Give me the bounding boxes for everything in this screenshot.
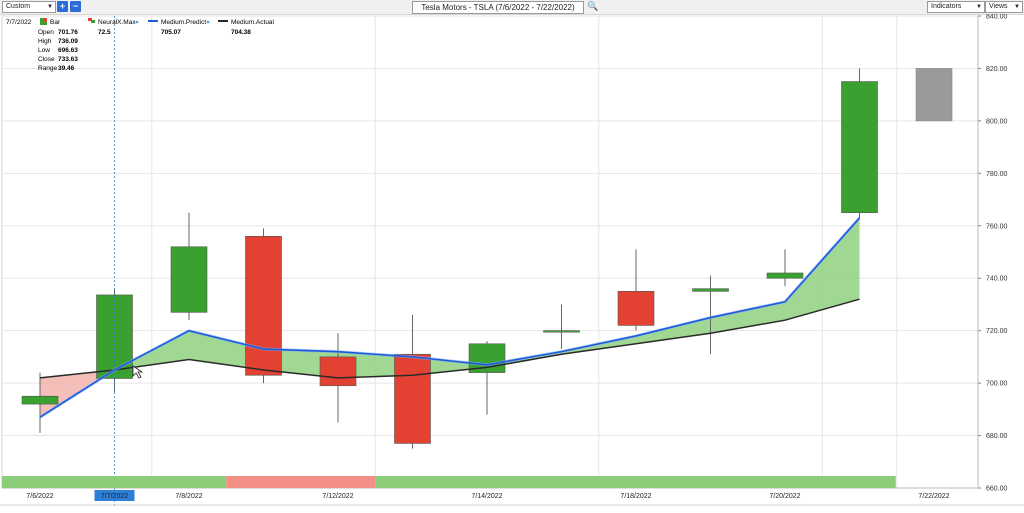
y-tick-label: 660.00 [986, 486, 1008, 493]
band-segment [785, 217, 860, 321]
info-panel: 7/7/2022 Bar Open 701.76 High 736.09 Low… [6, 18, 78, 72]
medium-actual-line [39, 298, 860, 379]
low-label: Low [38, 47, 50, 54]
band-segment [338, 351, 413, 378]
x-tick-label: 7/18/2022 [620, 493, 651, 500]
cursor-pointer-icon [132, 365, 144, 379]
range-select[interactable]: Custom ▼ [2, 1, 56, 13]
candle-body [245, 235, 282, 376]
neuralx-signal-bar [2, 476, 896, 488]
chevron-down-icon: ▼ [976, 4, 982, 10]
legend-actual-name: Medium.Actual [231, 19, 275, 26]
x-tick-label: 7/20/2022 [769, 493, 800, 500]
high-value: 736.09 [58, 38, 78, 45]
chart-toolbar: Custom ▼ + − Tesla Motors - TSLA (7/6/20… [0, 0, 1024, 15]
y-tick-label: 820.00 [986, 66, 1008, 73]
legend-medium-predict: Medium.Predict 705.07 [148, 19, 210, 36]
candle-body [692, 288, 729, 292]
signal-segment [226, 476, 376, 488]
x-tick-label: 7/22/2022 [918, 493, 949, 500]
signal-segment [2, 476, 227, 488]
legend: NeuralX.Max 72.5 Medium.Predict 705.07 M… [88, 18, 275, 36]
candle-body [841, 81, 878, 213]
candlestick-chart[interactable]: 660.00 680.00 700.00 720.00 740.00 760.00 780.… [0, 14, 1024, 511]
band-segment [636, 317, 711, 344]
y-tick-label: 720.00 [986, 328, 1008, 335]
bar-swatch-red [43, 18, 47, 22]
high-label: High [38, 38, 52, 45]
range-label: Range [38, 65, 58, 72]
x-tick-label: 7/6/2022 [26, 493, 53, 500]
candle-body [617, 291, 655, 326]
legend-neuralx-value: 72.5 [98, 29, 111, 36]
candle-body [543, 330, 580, 333]
x-tick-label: 7/12/2022 [322, 493, 353, 500]
chart-title[interactable]: Tesla Motors - TSLA (7/6/2022 - 7/22/202… [412, 1, 584, 14]
candle-body [319, 356, 357, 387]
x-axis: 7/6/2022 7/7/2022 7/8/2022 7/12/2022 7/14/20… [0, 487, 1024, 506]
plot-frame [1, 15, 979, 489]
chevron-down-icon: ▼ [47, 4, 53, 10]
legend-predict-name: Medium.Predict [161, 19, 206, 26]
band-segment [189, 330, 264, 370]
views-label: Views [989, 3, 1008, 10]
candle-body [21, 395, 59, 405]
x-tick-label: 7/8/2022 [175, 493, 202, 500]
y-tick-label: 760.00 [986, 223, 1008, 230]
info-date: 7/7/2022 [6, 19, 32, 26]
close-label: Close [38, 56, 55, 63]
legend-dot [135, 20, 139, 24]
candle-body [170, 246, 208, 313]
open-label: Open [38, 29, 54, 36]
y-tick-label: 740.00 [986, 276, 1008, 283]
legend-swatch-down [88, 18, 92, 21]
indicators-select[interactable]: Indicators ▼ [927, 1, 985, 13]
y-tick-label: 840.00 [986, 14, 1008, 21]
series-lines [39, 16, 861, 508]
medium-predict-line [39, 217, 861, 418]
signal-segment [375, 476, 896, 488]
add-button[interactable]: + [57, 1, 68, 12]
chart-area[interactable]: 660.00 680.00 700.00 720.00 740.00 760.00 780.… [0, 14, 1024, 511]
x-label-highlight [94, 490, 135, 501]
legend-swatch-up [91, 20, 95, 23]
x-tick-label: 7/7/2022 [101, 493, 128, 500]
legend-actual-value: 704.38 [231, 29, 251, 36]
low-value: 696.63 [58, 47, 78, 54]
bar-label: Bar [50, 19, 61, 26]
legend-neuralx: NeuralX.Max 72.5 [88, 18, 139, 36]
remove-button[interactable]: − [70, 1, 81, 12]
views-select[interactable]: Views ▼ [985, 1, 1023, 13]
band-segment [263, 349, 338, 378]
candle-body [394, 353, 431, 444]
y-axis: 660.00 680.00 700.00 720.00 740.00 760.00 780.… [977, 14, 1008, 493]
y-tick-label: 800.00 [986, 118, 1008, 125]
legend-medium-actual: Medium.Actual 704.38 [218, 19, 275, 36]
y-tick-label: 680.00 [986, 433, 1008, 440]
range-value: 39.46 [58, 65, 75, 72]
legend-predict-value: 705.07 [161, 29, 181, 36]
candle-body [915, 68, 953, 122]
candles [21, 68, 953, 449]
legend-dot [206, 20, 210, 24]
chevron-down-icon: ▼ [1014, 4, 1020, 10]
y-tick-label: 780.00 [986, 171, 1008, 178]
legend-neuralx-name: NeuralX.Max [98, 19, 136, 26]
x-tick-label: 7/14/2022 [471, 493, 502, 500]
range-select-label: Custom [6, 3, 31, 10]
y-tick-label: 700.00 [986, 381, 1008, 388]
search-icon[interactable]: 🔍 [587, 1, 599, 11]
candle-body [766, 272, 804, 279]
grid [1, 15, 979, 489]
indicators-label: Indicators [931, 3, 962, 10]
band-segment [710, 301, 785, 334]
open-value: 701.76 [58, 29, 78, 36]
close-value: 733.63 [58, 56, 78, 63]
band-segment [412, 356, 487, 376]
